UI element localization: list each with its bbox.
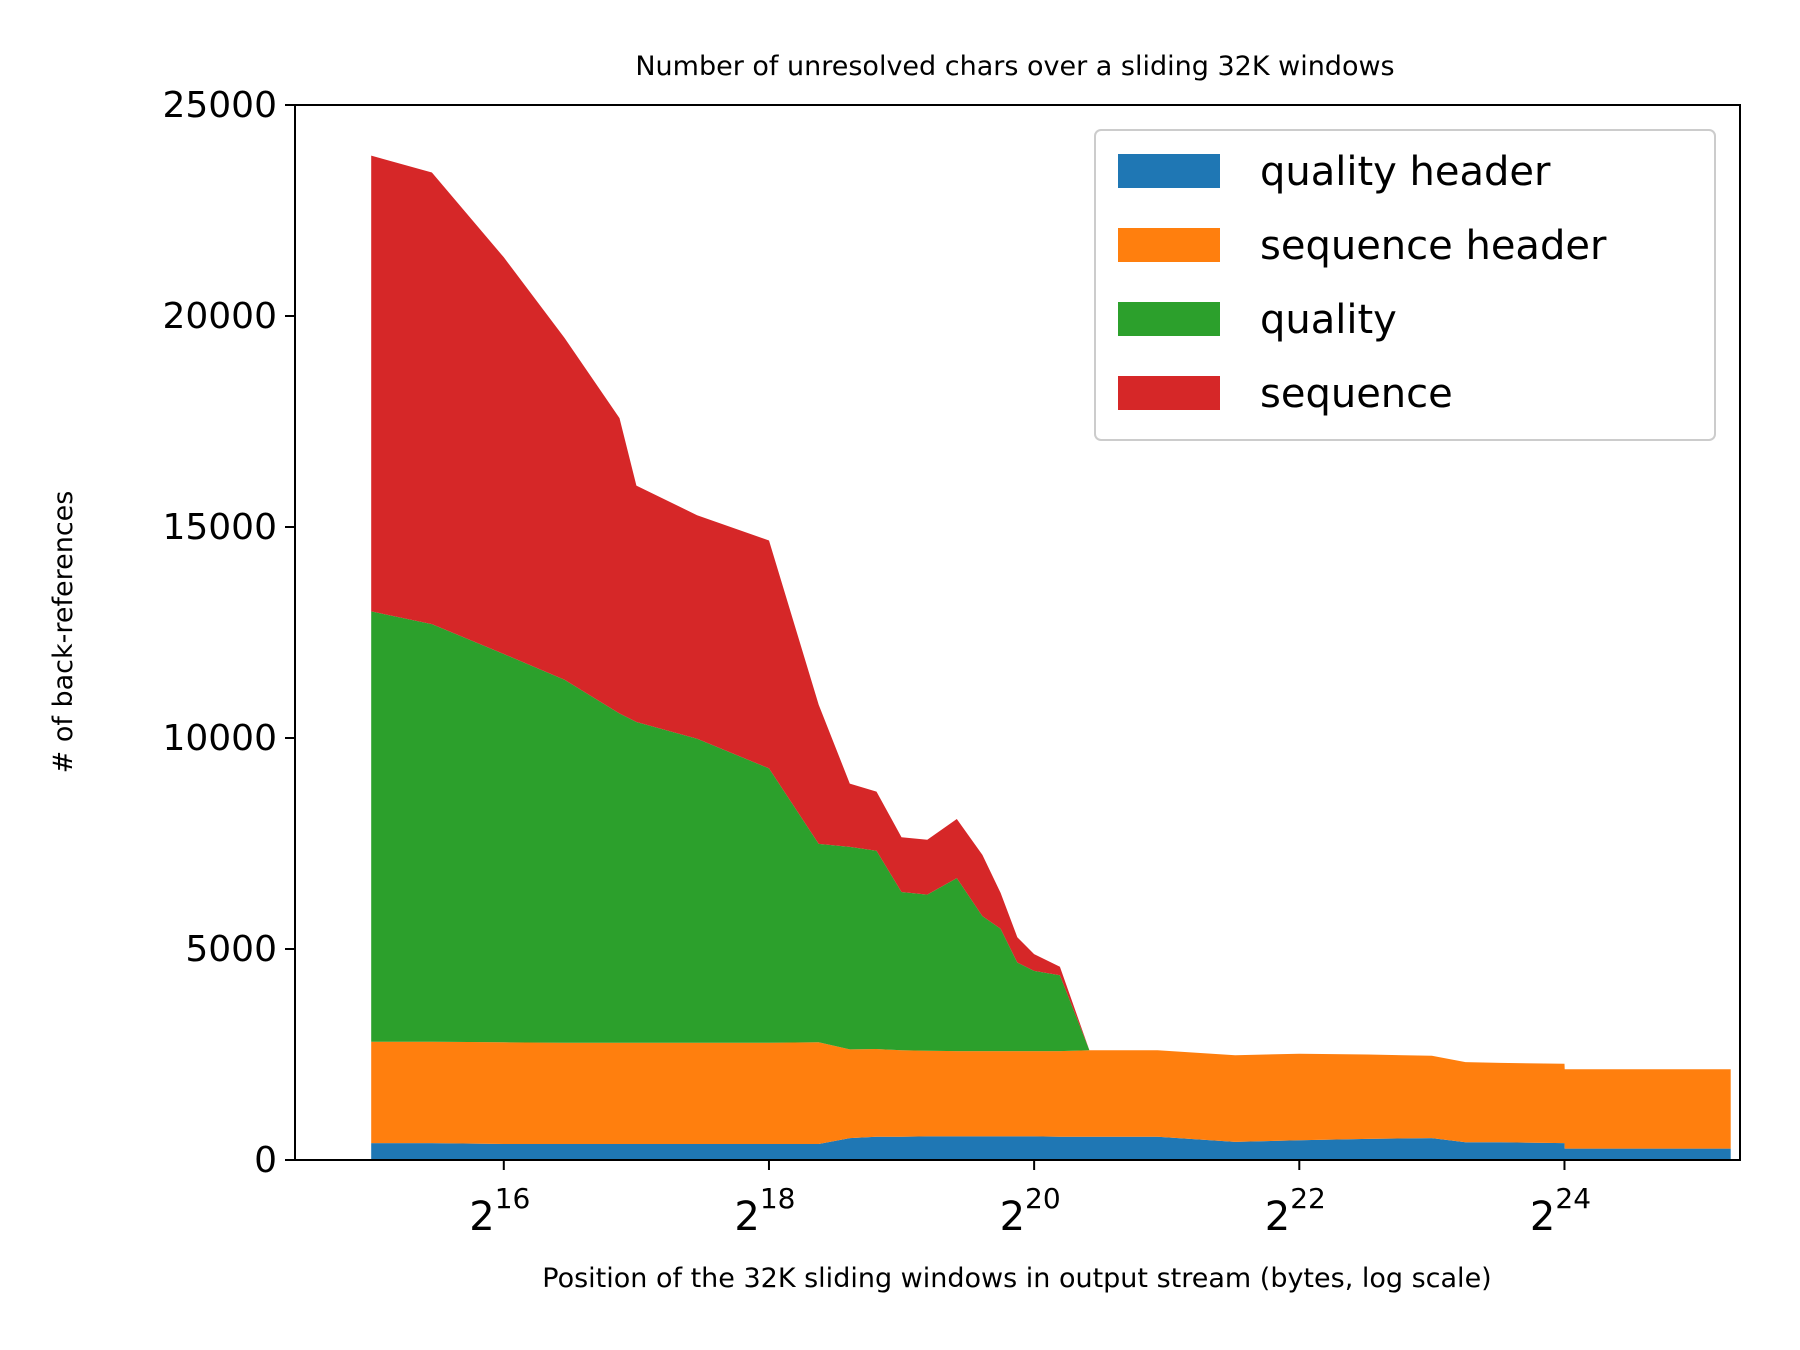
plot-frame <box>294 104 1741 1161</box>
legend: quality header sequence header quality sequ… <box>1094 129 1716 441</box>
legend-swatch <box>1118 228 1220 262</box>
legend-label: quality <box>1260 297 1397 343</box>
area-series-sequence-header <box>371 1041 1731 1149</box>
y-tick-label: 25000 <box>162 85 277 126</box>
legend-label: sequence header <box>1260 223 1607 269</box>
chart-title: Number of unresolved chars over a slidin… <box>635 51 1394 82</box>
x-axis-label: Position of the 32K sliding windows in o… <box>542 1263 1491 1294</box>
y-tick-label: 20000 <box>162 296 277 337</box>
area-series-quality-header <box>371 1136 1731 1160</box>
x-tick-label: 222 <box>1265 1182 1326 1240</box>
x-tick-label: 224 <box>1530 1182 1591 1240</box>
y-axis: 0 5000 10000 15000 20000 25000 <box>162 85 295 1181</box>
area-series-quality <box>371 611 1731 1070</box>
y-tick-label: 10000 <box>162 718 277 759</box>
area-series-group <box>371 155 1731 1160</box>
y-tick-label: 5000 <box>185 929 277 970</box>
x-tick-label: 218 <box>734 1182 795 1240</box>
legend-swatch <box>1118 376 1220 410</box>
legend-frame <box>1094 129 1716 441</box>
legend-label: quality header <box>1260 149 1551 195</box>
area-series-sequence <box>371 155 1731 1070</box>
y-axis-label: # of back-references <box>48 491 79 774</box>
legend-swatch <box>1118 154 1220 188</box>
legend-label: sequence <box>1260 371 1453 417</box>
legend-swatch <box>1118 302 1220 336</box>
y-tick-label: 15000 <box>162 507 277 548</box>
x-tick-label: 220 <box>1000 1182 1061 1240</box>
x-axis: 216 218 220 222 224 <box>469 1160 1591 1240</box>
x-tick-label: 216 <box>469 1182 530 1240</box>
y-tick-label: 0 <box>254 1140 277 1181</box>
